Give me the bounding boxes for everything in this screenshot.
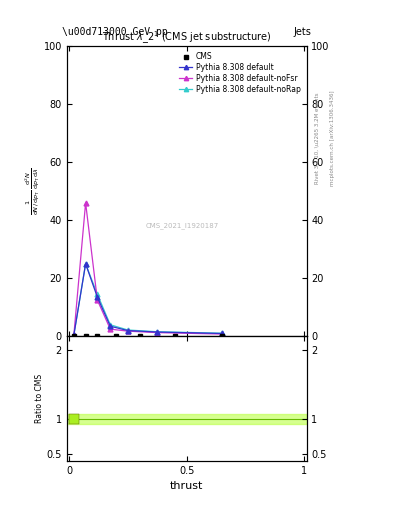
- Pythia 8.308 default: [72, 332, 76, 338]
- Pythia 8.308 default-noRap: [108, 322, 113, 328]
- Text: CMS_2021_I1920187: CMS_2021_I1920187: [145, 223, 219, 229]
- Pythia 8.308 default-noFsr: [125, 328, 130, 334]
- Bar: [67, 415, 307, 424]
- Pythia 8.308 default-noRap: [220, 330, 224, 336]
- Text: mcplots.cern.ch [arXiv:1306.3436]: mcplots.cern.ch [arXiv:1306.3436]: [330, 91, 335, 186]
- CMS: [83, 332, 88, 338]
- CMS: [114, 332, 119, 338]
- Pythia 8.308 default: [108, 323, 113, 329]
- Pythia 8.308 default: [83, 261, 88, 267]
- CMS: [173, 332, 177, 338]
- Pythia 8.308 default: [125, 328, 130, 334]
- Pythia 8.308 default-noFsr: [108, 326, 113, 332]
- Pythia 8.308 default-noFsr: [72, 332, 76, 338]
- Y-axis label: Ratio to CMS: Ratio to CMS: [35, 374, 44, 423]
- Pythia 8.308 default: [155, 329, 160, 335]
- Pythia 8.308 default-noFsr: [155, 330, 160, 336]
- Pythia 8.308 default-noFsr: [220, 331, 224, 337]
- Pythia 8.308 default: [220, 330, 224, 336]
- Text: \u00d713000 GeV pp: \u00d713000 GeV pp: [62, 27, 168, 37]
- X-axis label: thrust: thrust: [170, 481, 203, 491]
- Pythia 8.308 default: [95, 294, 100, 300]
- CMS: [95, 332, 100, 338]
- Pythia 8.308 default-noRap: [95, 291, 100, 297]
- Pythia 8.308 default-noRap: [83, 261, 88, 267]
- Pythia 8.308 default-noRap: [125, 327, 130, 333]
- Text: Jets: Jets: [294, 27, 311, 37]
- Line: Pythia 8.308 default: Pythia 8.308 default: [72, 262, 224, 337]
- Line: Pythia 8.308 default-noFsr: Pythia 8.308 default-noFsr: [72, 200, 224, 337]
- CMS: [137, 332, 142, 338]
- Pythia 8.308 default-noFsr: [83, 200, 88, 206]
- CMS: [72, 332, 76, 338]
- Line: CMS: CMS: [72, 333, 224, 337]
- Title: Thrust $\lambda\_2^1$ (CMS jet substructure): Thrust $\lambda\_2^1$ (CMS jet substruct…: [102, 30, 272, 46]
- Y-axis label: $\frac{1}{\mathrm{d}N\,/\,\mathrm{d}p_\mathrm{T}}\,\frac{\mathrm{d}^2N}{\mathrm{: $\frac{1}{\mathrm{d}N\,/\,\mathrm{d}p_\m…: [24, 167, 42, 215]
- CMS: [220, 332, 224, 338]
- Pythia 8.308 default-noFsr: [95, 297, 100, 303]
- Legend: CMS, Pythia 8.308 default, Pythia 8.308 default-noFsr, Pythia 8.308 default-noRa: CMS, Pythia 8.308 default, Pythia 8.308 …: [176, 50, 303, 96]
- Text: Rivet 3.1.10, \u2265 3.2M events: Rivet 3.1.10, \u2265 3.2M events: [314, 93, 320, 184]
- Pythia 8.308 default-noRap: [72, 332, 76, 338]
- Line: Pythia 8.308 default-noRap: Pythia 8.308 default-noRap: [72, 262, 224, 337]
- Pythia 8.308 default-noRap: [155, 329, 160, 335]
